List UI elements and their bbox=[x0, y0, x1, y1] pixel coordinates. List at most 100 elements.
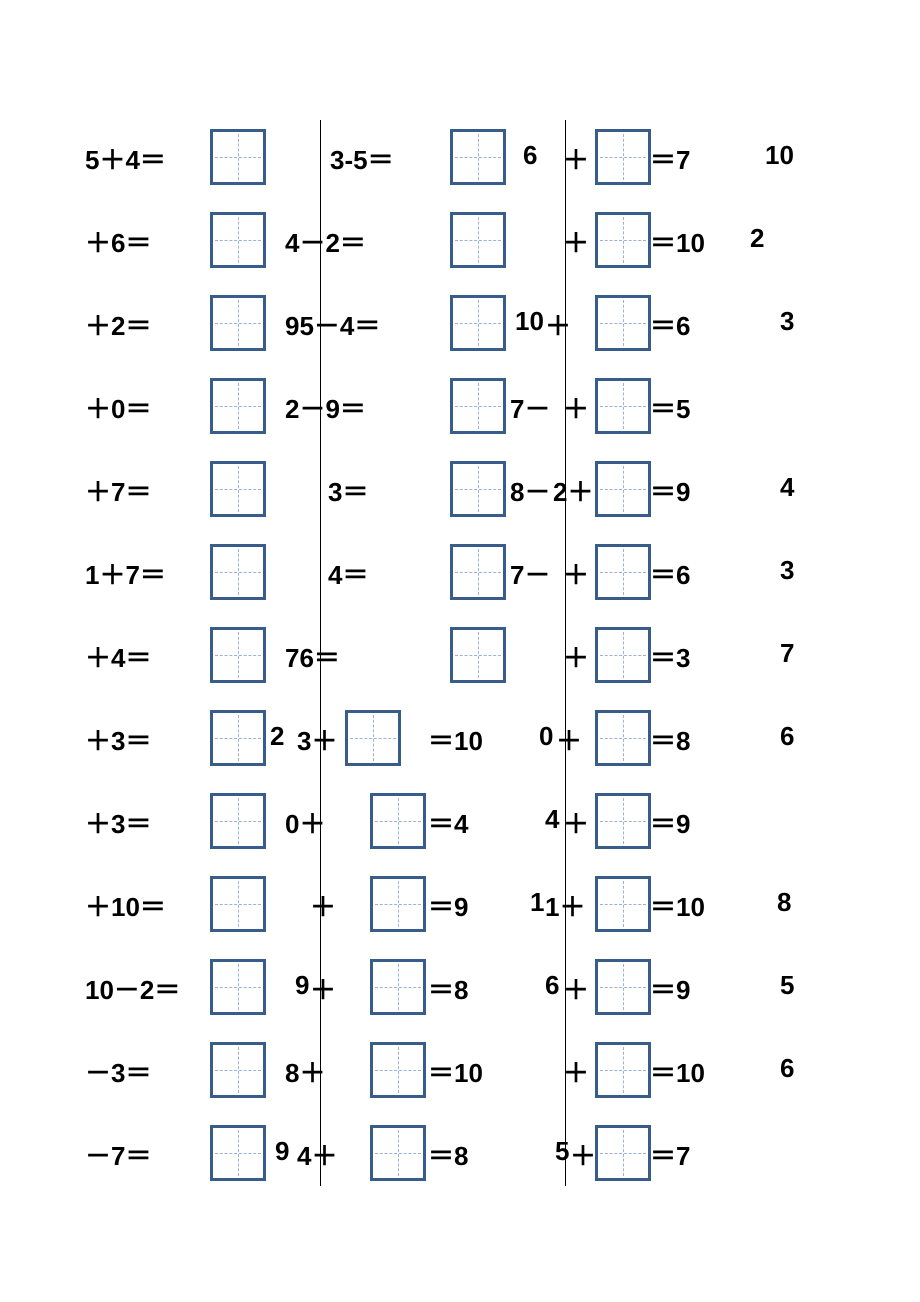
equation-text: 2 bbox=[750, 223, 764, 254]
equation-text: 4＋ bbox=[297, 1136, 337, 1173]
equation-text: ＋6＝ bbox=[85, 223, 151, 260]
worksheet-row: ＋3＝0＋＝44＋＝9 bbox=[85, 789, 885, 872]
worksheet-row: －7＝94＋＝85＋＝7 bbox=[85, 1121, 885, 1204]
answer-box[interactable] bbox=[595, 876, 651, 932]
equation-text: ＋10＝ bbox=[85, 887, 166, 924]
equation-text: 7－ bbox=[510, 389, 550, 426]
answer-box[interactable] bbox=[210, 627, 266, 683]
equation-text: ＝3 bbox=[650, 638, 690, 675]
equation-text: 1 bbox=[530, 887, 544, 918]
answer-box[interactable] bbox=[595, 378, 651, 434]
equation-text: 3 bbox=[780, 306, 794, 337]
answer-box[interactable] bbox=[210, 295, 266, 351]
equation-text: ＋ bbox=[563, 555, 589, 592]
answer-box[interactable] bbox=[450, 627, 506, 683]
equation-text: ＝8 bbox=[428, 1136, 468, 1173]
equation-text: 6 bbox=[780, 721, 794, 752]
answer-box[interactable] bbox=[210, 212, 266, 268]
answer-box[interactable] bbox=[595, 959, 651, 1015]
answer-box[interactable] bbox=[595, 544, 651, 600]
answer-box[interactable] bbox=[595, 129, 651, 185]
answer-box[interactable] bbox=[210, 544, 266, 600]
worksheet-row: ＋0＝2－9＝7－＋＝5 bbox=[85, 374, 885, 457]
answer-box[interactable] bbox=[450, 378, 506, 434]
equation-text: 2 bbox=[270, 721, 284, 752]
worksheet-row: －3＝8＋＝10＋＝106 bbox=[85, 1038, 885, 1121]
equation-text: 2＋ bbox=[553, 472, 593, 509]
worksheet-page: 5＋4＝3-5＝6＋＝710＋6＝4－2＝＋＝102＋2＝95－4＝10＋＝63… bbox=[85, 125, 885, 1204]
answer-box[interactable] bbox=[210, 793, 266, 849]
answer-box[interactable] bbox=[210, 129, 266, 185]
equation-text: 4 bbox=[780, 472, 794, 503]
equation-text: ＝8 bbox=[428, 970, 468, 1007]
answer-box[interactable] bbox=[450, 544, 506, 600]
answer-box[interactable] bbox=[210, 1042, 266, 1098]
answer-box[interactable] bbox=[210, 1125, 266, 1181]
answer-box[interactable] bbox=[370, 793, 426, 849]
worksheet-row: ＋10＝＋＝911＋＝108 bbox=[85, 872, 885, 955]
equation-text: 3-5＝ bbox=[330, 140, 394, 177]
answer-box[interactable] bbox=[370, 876, 426, 932]
equation-text: ＝9 bbox=[428, 887, 468, 924]
equation-text: 76＝ bbox=[285, 638, 340, 675]
equation-text: 95－4＝ bbox=[285, 306, 380, 343]
equation-text: 0 bbox=[539, 721, 553, 752]
answer-box[interactable] bbox=[210, 378, 266, 434]
equation-text: ＋2＝ bbox=[85, 306, 151, 343]
equation-text: 5 bbox=[780, 970, 794, 1001]
vertical-divider bbox=[565, 120, 566, 1186]
answer-box[interactable] bbox=[210, 959, 266, 1015]
equation-text: ＝6 bbox=[650, 555, 690, 592]
equation-text: ＝10 bbox=[428, 1053, 483, 1090]
equation-text: ＋ bbox=[556, 721, 582, 758]
equation-text: 5 bbox=[555, 1136, 569, 1167]
equation-text: 10 bbox=[765, 140, 794, 171]
answer-box[interactable] bbox=[345, 710, 401, 766]
answer-box[interactable] bbox=[370, 1042, 426, 1098]
answer-box[interactable] bbox=[450, 461, 506, 517]
equation-text: ＝10 bbox=[428, 721, 483, 758]
worksheet-row: 5＋4＝3-5＝6＋＝710 bbox=[85, 125, 885, 208]
equation-text: －3＝ bbox=[85, 1053, 151, 1090]
answer-box[interactable] bbox=[210, 876, 266, 932]
equation-text: ＋ bbox=[310, 887, 336, 924]
answer-box[interactable] bbox=[595, 793, 651, 849]
answer-box[interactable] bbox=[210, 710, 266, 766]
equation-text: 1＋7＝ bbox=[85, 555, 166, 592]
equation-text: ＋3＝ bbox=[85, 804, 151, 841]
rows-container: 5＋4＝3-5＝6＋＝710＋6＝4－2＝＋＝102＋2＝95－4＝10＋＝63… bbox=[85, 125, 885, 1204]
answer-box[interactable] bbox=[595, 461, 651, 517]
worksheet-row: ＋3＝23＋＝100＋＝86 bbox=[85, 706, 885, 789]
equation-text: 7 bbox=[780, 638, 794, 669]
answer-box[interactable] bbox=[450, 295, 506, 351]
equation-text: 8 bbox=[777, 887, 791, 918]
worksheet-row: 1＋7＝4＝7－＋＝63 bbox=[85, 540, 885, 623]
answer-box[interactable] bbox=[595, 627, 651, 683]
answer-box[interactable] bbox=[595, 212, 651, 268]
answer-box[interactable] bbox=[370, 959, 426, 1015]
worksheet-row: ＋4＝76＝＋＝37 bbox=[85, 623, 885, 706]
answer-box[interactable] bbox=[595, 1125, 651, 1181]
worksheet-row: ＋6＝4－2＝＋＝102 bbox=[85, 208, 885, 291]
answer-box[interactable] bbox=[450, 212, 506, 268]
equation-text: 6 bbox=[780, 1053, 794, 1084]
equation-text: ＋0＝ bbox=[85, 389, 151, 426]
equation-text: 4 bbox=[545, 804, 559, 835]
worksheet-row: ＋7＝3＝8－2＋＝94 bbox=[85, 457, 885, 540]
equation-text: ＝5 bbox=[650, 389, 690, 426]
answer-box[interactable] bbox=[450, 129, 506, 185]
worksheet-row: ＋2＝95－4＝10＋＝63 bbox=[85, 291, 885, 374]
equation-text: ＝10 bbox=[650, 1053, 705, 1090]
answer-box[interactable] bbox=[370, 1125, 426, 1181]
equation-text: ＋7＝ bbox=[85, 472, 151, 509]
answer-box[interactable] bbox=[595, 295, 651, 351]
answer-box[interactable] bbox=[595, 1042, 651, 1098]
answer-box[interactable] bbox=[210, 461, 266, 517]
equation-text: ＝9 bbox=[650, 970, 690, 1007]
equation-text: ＋ bbox=[563, 223, 589, 260]
equation-text: ＋ bbox=[563, 804, 589, 841]
equation-text: ＋ bbox=[570, 1136, 596, 1173]
equation-text: ＝6 bbox=[650, 306, 690, 343]
equation-text: 3 bbox=[780, 555, 794, 586]
answer-box[interactable] bbox=[595, 710, 651, 766]
